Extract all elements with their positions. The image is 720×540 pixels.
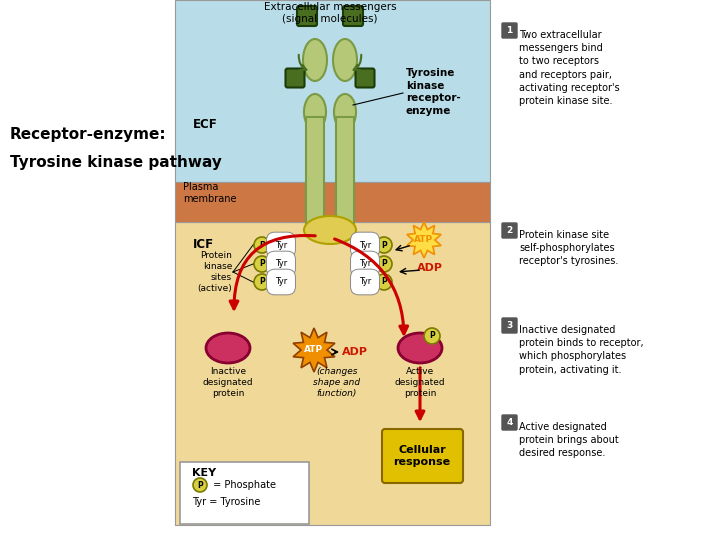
- Text: Tyr: Tyr: [359, 278, 371, 287]
- Text: Active
designated
protein: Active designated protein: [395, 367, 445, 398]
- Ellipse shape: [206, 333, 250, 363]
- FancyBboxPatch shape: [286, 69, 305, 87]
- Text: Tyrosine
kinase
receptor-
enzyme: Tyrosine kinase receptor- enzyme: [406, 69, 461, 116]
- Text: P: P: [259, 278, 265, 287]
- FancyBboxPatch shape: [502, 318, 517, 333]
- Text: P: P: [381, 240, 387, 249]
- Text: Active designated
protein brings about
desired response.: Active designated protein brings about d…: [519, 422, 618, 458]
- Circle shape: [376, 237, 392, 253]
- Text: 2: 2: [506, 226, 513, 235]
- Text: (changes
shape and
function): (changes shape and function): [313, 367, 361, 398]
- Text: Inactive
designated
protein: Inactive designated protein: [203, 367, 253, 398]
- Ellipse shape: [334, 94, 356, 130]
- Text: Plasma
membrane: Plasma membrane: [183, 182, 236, 204]
- Text: Inactive designated
protein binds to receptor,
which phosphorylates
protein, act: Inactive designated protein binds to rec…: [519, 325, 644, 375]
- Circle shape: [376, 274, 392, 290]
- Ellipse shape: [398, 333, 442, 363]
- Text: 4: 4: [506, 418, 513, 427]
- Circle shape: [424, 328, 440, 344]
- Text: ATP: ATP: [415, 235, 433, 245]
- Text: KEY: KEY: [192, 468, 216, 478]
- Text: Protein
kinase
sites
(active): Protein kinase sites (active): [197, 251, 232, 293]
- Text: P: P: [381, 278, 387, 287]
- Circle shape: [254, 256, 270, 272]
- Text: Tyr: Tyr: [275, 260, 287, 268]
- FancyBboxPatch shape: [502, 23, 517, 38]
- Text: Receptor-enzyme:: Receptor-enzyme:: [10, 127, 166, 143]
- FancyBboxPatch shape: [180, 462, 309, 524]
- Text: Tyr: Tyr: [359, 260, 371, 268]
- Text: 3: 3: [506, 321, 513, 330]
- Ellipse shape: [333, 39, 357, 81]
- Circle shape: [254, 274, 270, 290]
- Text: Protein kinase site
self-phosphorylates
receptor's tyrosines.: Protein kinase site self-phosphorylates …: [519, 230, 618, 266]
- Text: = Phosphate: = Phosphate: [210, 480, 276, 490]
- Circle shape: [376, 256, 392, 272]
- Text: ADP: ADP: [417, 263, 443, 273]
- Text: Tyr = Tyrosine: Tyr = Tyrosine: [192, 497, 261, 507]
- Text: Tyr: Tyr: [359, 240, 371, 249]
- FancyBboxPatch shape: [382, 429, 463, 483]
- Polygon shape: [293, 328, 335, 372]
- Text: P: P: [259, 260, 265, 268]
- Text: Tyr: Tyr: [275, 240, 287, 249]
- Ellipse shape: [303, 39, 327, 81]
- FancyBboxPatch shape: [343, 6, 363, 26]
- Text: ECF: ECF: [193, 118, 217, 132]
- Polygon shape: [407, 222, 441, 258]
- Bar: [306, 117, 324, 232]
- Bar: [175, 0, 490, 182]
- Text: P: P: [259, 240, 265, 249]
- FancyBboxPatch shape: [502, 415, 517, 430]
- Ellipse shape: [304, 216, 356, 244]
- Text: Tyr: Tyr: [275, 278, 287, 287]
- Circle shape: [193, 478, 207, 492]
- Text: Extracellular messengers
(signal molecules): Extracellular messengers (signal molecul…: [264, 2, 396, 24]
- FancyBboxPatch shape: [356, 69, 374, 87]
- Text: ICF: ICF: [193, 239, 214, 252]
- Text: P: P: [197, 481, 203, 489]
- Circle shape: [254, 237, 270, 253]
- Text: P: P: [381, 260, 387, 268]
- Text: Tyrosine kinase pathway: Tyrosine kinase pathway: [10, 154, 222, 170]
- Text: ADP: ADP: [342, 347, 368, 357]
- Text: ATP: ATP: [305, 346, 323, 354]
- Text: Two extracellular
messengers bind
to two receptors
and receptors pair,
activatin: Two extracellular messengers bind to two…: [519, 30, 620, 106]
- FancyBboxPatch shape: [297, 6, 317, 26]
- Bar: [336, 117, 354, 232]
- Bar: [175, 222, 490, 525]
- Text: 1: 1: [506, 26, 513, 35]
- Text: Cellular
response: Cellular response: [393, 445, 451, 467]
- Text: P: P: [429, 332, 435, 341]
- Ellipse shape: [304, 94, 326, 130]
- FancyBboxPatch shape: [502, 223, 517, 238]
- Bar: [175, 182, 490, 222]
